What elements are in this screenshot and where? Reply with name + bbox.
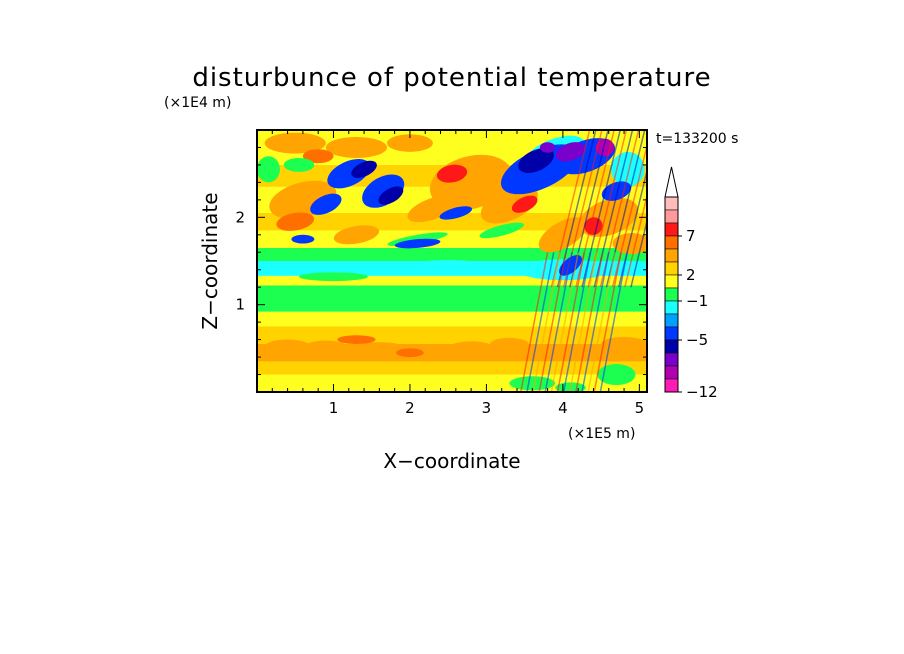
colorbar-segment bbox=[664, 378, 679, 393]
field-cell bbox=[539, 142, 556, 153]
wave-streak bbox=[569, 252, 598, 392]
field-cell bbox=[276, 212, 315, 231]
field-band bbox=[257, 361, 647, 375]
axes: 1 2 3 4 5 1 2 bbox=[235, 130, 647, 417]
field-band bbox=[257, 311, 647, 327]
wave-streak bbox=[550, 252, 579, 392]
field-cell bbox=[518, 148, 555, 174]
colorbar-segment bbox=[664, 235, 679, 250]
colorbar-label: 2 bbox=[686, 266, 696, 284]
field-cell bbox=[479, 222, 524, 239]
plot-frame bbox=[256, 129, 648, 393]
colorbar-segment bbox=[664, 352, 679, 367]
colorbar-segment bbox=[664, 209, 679, 224]
colorbar: 7 2 −1 −5 −12 bbox=[664, 166, 718, 401]
colorbar-label: 7 bbox=[686, 227, 696, 245]
x-tick-label: 4 bbox=[558, 399, 568, 417]
colorbar-segment bbox=[664, 274, 679, 289]
field-cell bbox=[509, 376, 556, 391]
x-tick-label: 1 bbox=[329, 399, 339, 417]
field-cell bbox=[387, 134, 433, 152]
wave-streak bbox=[520, 252, 549, 392]
field-cell bbox=[436, 164, 468, 183]
wave-streak bbox=[544, 252, 573, 392]
y-unit-label: (×1E4 m) bbox=[164, 95, 231, 111]
colorbar-segment bbox=[664, 261, 679, 276]
colorbar-segment bbox=[664, 326, 679, 341]
field-cell bbox=[257, 156, 280, 183]
field-cell bbox=[409, 260, 487, 271]
field-cell bbox=[601, 336, 647, 351]
wave-streak bbox=[630, 218, 647, 288]
contour-field bbox=[257, 130, 647, 392]
field-cell bbox=[352, 342, 407, 355]
field-band bbox=[257, 275, 647, 286]
field-cell bbox=[264, 132, 326, 154]
x-unit-label: (×1E5 m) bbox=[568, 426, 635, 442]
wave-streak bbox=[532, 252, 561, 392]
field-cell bbox=[351, 160, 377, 178]
field-cell bbox=[555, 142, 586, 162]
field-cell bbox=[396, 348, 424, 358]
field-cell bbox=[291, 234, 315, 244]
field-cell bbox=[283, 157, 315, 172]
field-cell bbox=[490, 337, 529, 351]
y-tick-label: 1 bbox=[235, 296, 245, 314]
colorbar-segment bbox=[664, 222, 679, 237]
field-cell bbox=[378, 186, 404, 205]
y-axis-label: Z−coordinate bbox=[198, 192, 222, 329]
colorbar-frame bbox=[664, 196, 679, 393]
colorbar-label: −1 bbox=[686, 292, 708, 310]
field-cell bbox=[333, 225, 380, 245]
field-cell bbox=[597, 364, 636, 386]
colorbar-arrow bbox=[664, 166, 679, 198]
y-tick-label: 2 bbox=[235, 208, 245, 226]
field-cell bbox=[302, 149, 334, 164]
colorbar-segment bbox=[664, 313, 679, 328]
colorbar-segment bbox=[664, 339, 679, 354]
x-tick-label: 3 bbox=[482, 399, 492, 417]
colorbar-segment bbox=[664, 248, 679, 263]
wave-streak bbox=[575, 252, 604, 392]
wave-streak bbox=[599, 252, 628, 392]
field-cell bbox=[538, 217, 587, 253]
field-cell bbox=[299, 272, 368, 282]
field-cell bbox=[264, 339, 311, 354]
colorbar-segment bbox=[664, 287, 679, 302]
wave-streak bbox=[538, 252, 567, 392]
time-label: t=133200 s bbox=[656, 131, 738, 147]
field-cell bbox=[302, 340, 349, 357]
wave-streak bbox=[526, 252, 555, 392]
colorbar-segment bbox=[664, 365, 679, 380]
field-cell bbox=[394, 238, 441, 249]
colorbar-label: −5 bbox=[686, 331, 708, 349]
wave-streak bbox=[593, 252, 622, 392]
field-cell bbox=[310, 193, 342, 215]
colorbar-label: −12 bbox=[686, 383, 718, 401]
wave-streak bbox=[562, 252, 592, 392]
x-tick-label: 5 bbox=[635, 399, 645, 417]
wave-streak bbox=[581, 252, 610, 392]
x-tick-label: 2 bbox=[405, 399, 415, 417]
chart-title: disturbunce of potential temperature bbox=[192, 63, 711, 93]
x-axis-label: X−coordinate bbox=[383, 449, 520, 473]
colorbar-segment bbox=[664, 196, 679, 211]
wave-streak bbox=[587, 252, 616, 392]
field-cell bbox=[511, 195, 538, 213]
field-cell bbox=[337, 335, 376, 344]
field-band bbox=[257, 212, 647, 231]
field-cell bbox=[601, 181, 632, 201]
wave-streak bbox=[556, 252, 586, 392]
wave-streak bbox=[624, 192, 647, 288]
field-cell bbox=[439, 206, 473, 220]
field-band bbox=[257, 285, 647, 312]
field-cell bbox=[448, 341, 495, 356]
field-cell bbox=[325, 136, 388, 158]
field-cell bbox=[480, 184, 538, 224]
colorbar-segment bbox=[664, 300, 679, 315]
